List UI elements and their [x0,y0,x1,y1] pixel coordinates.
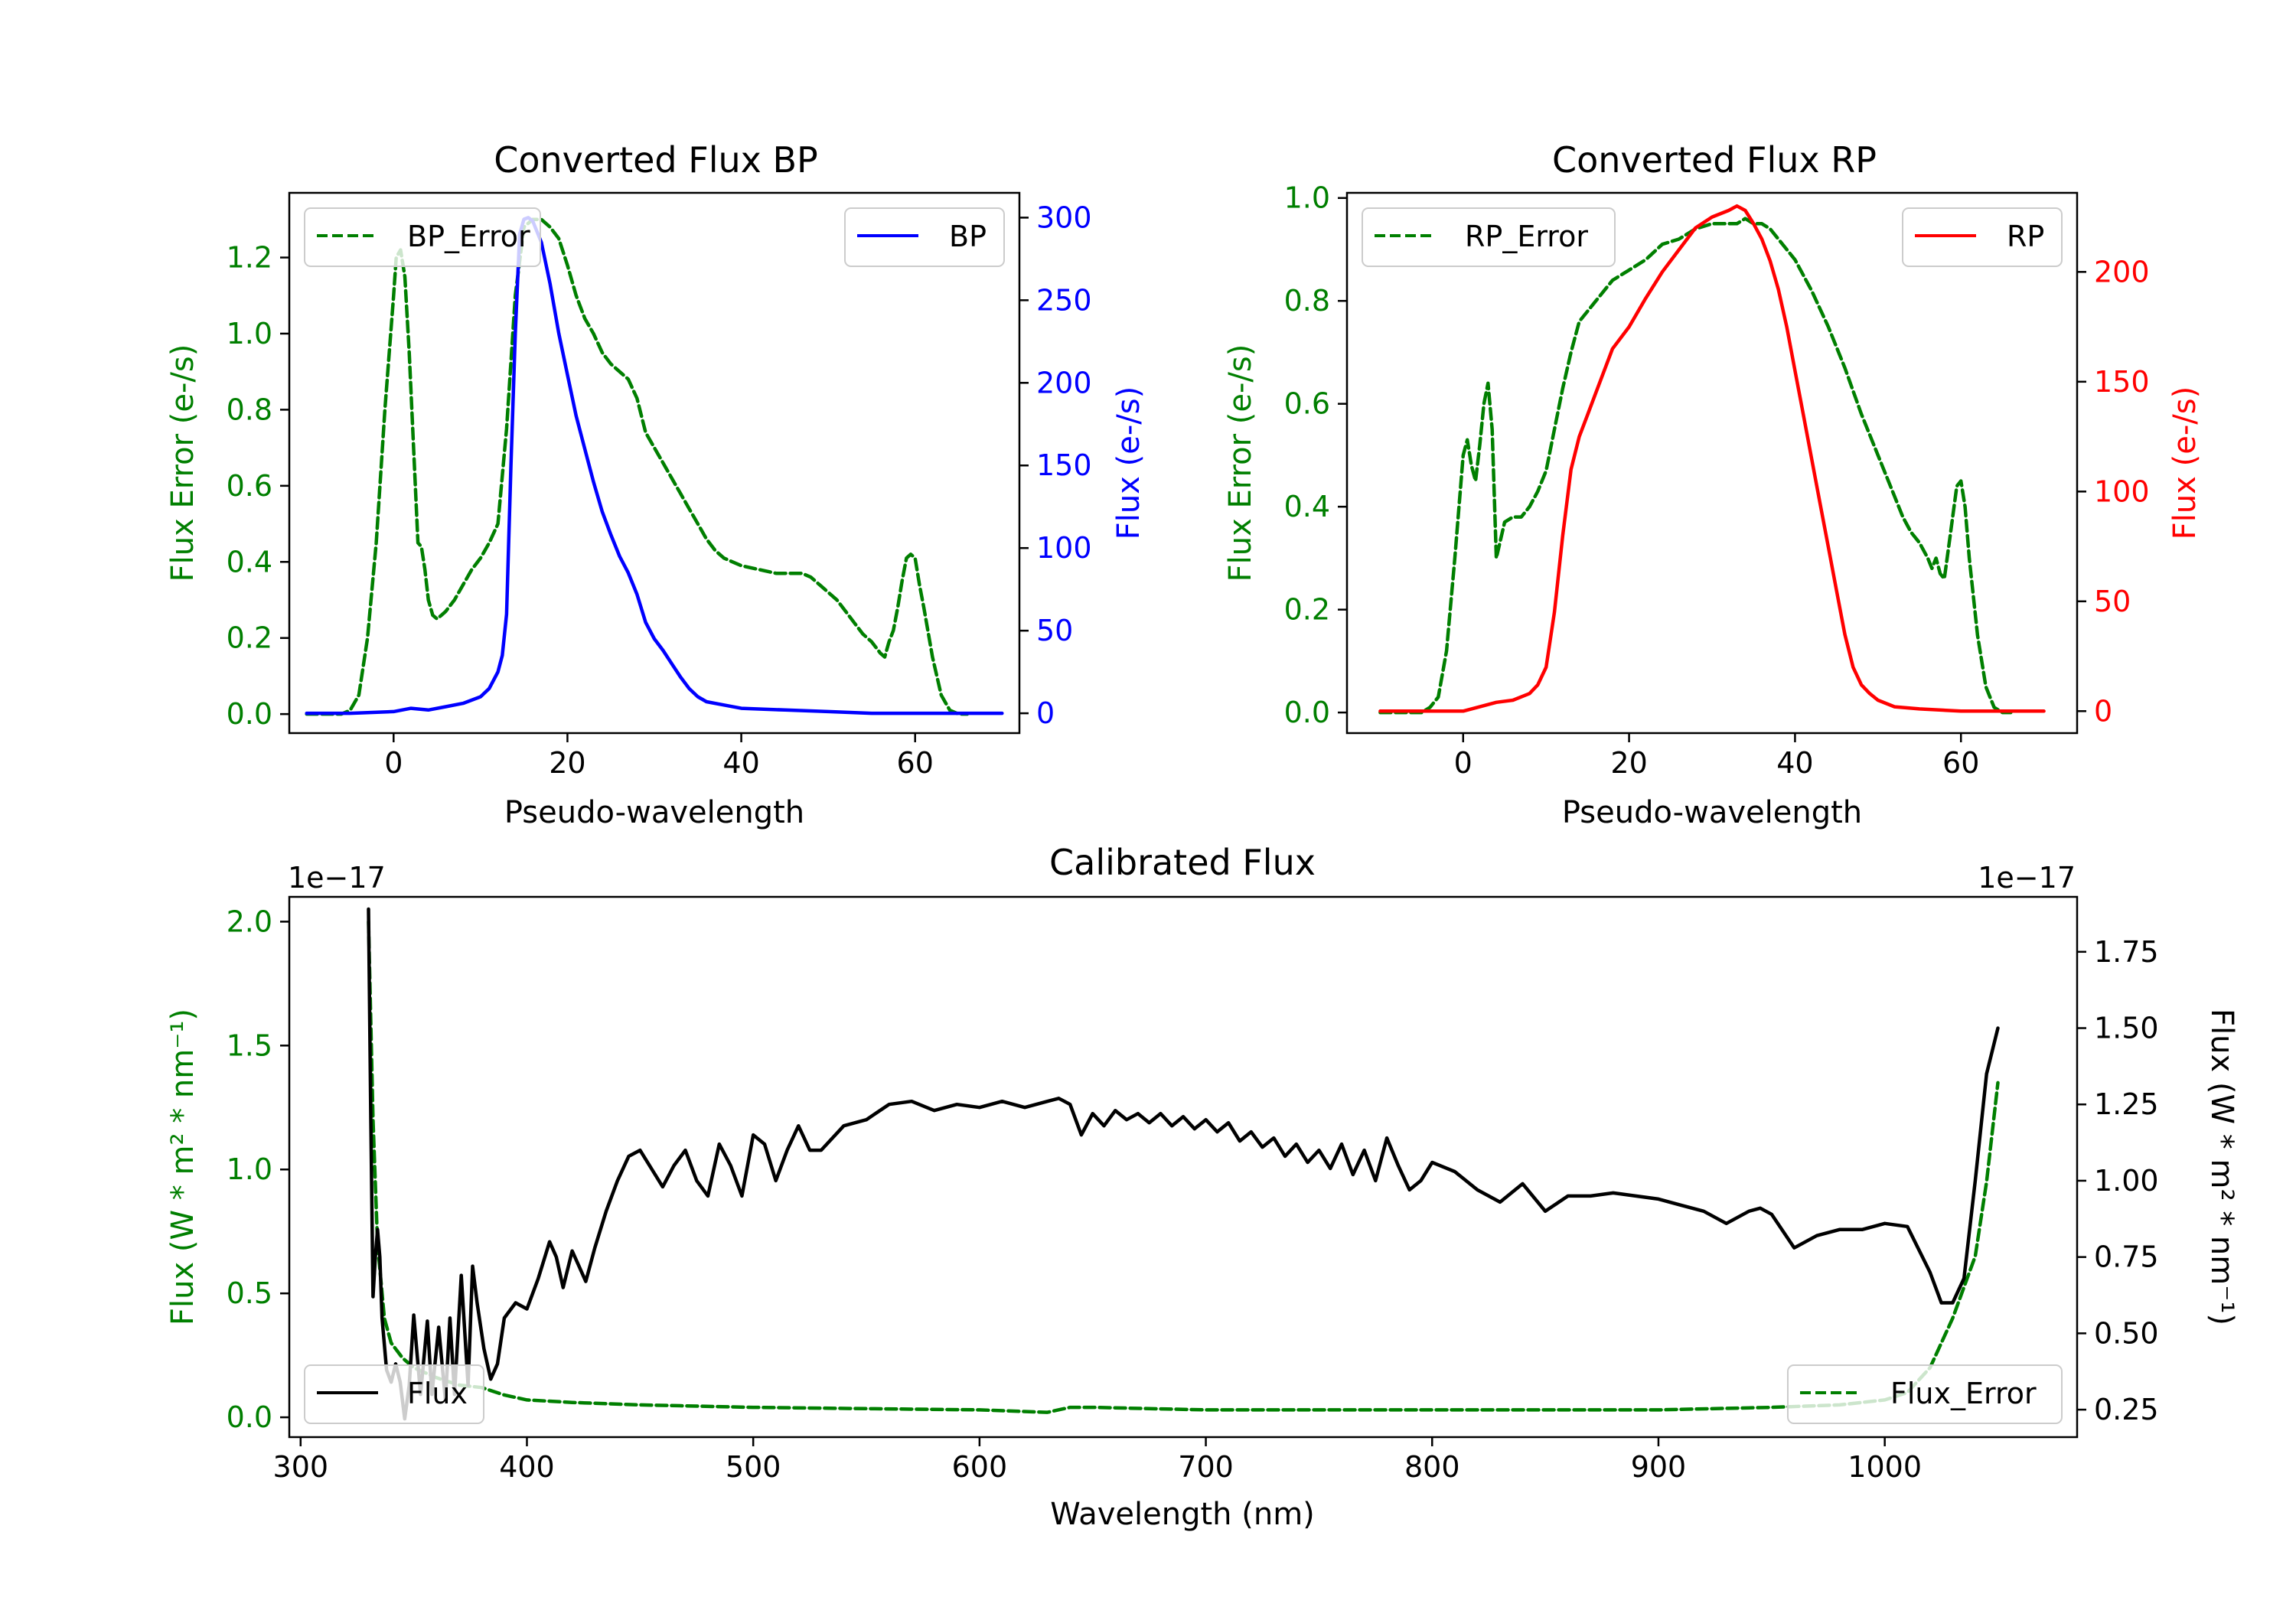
x-tick-label: 400 [499,1450,555,1484]
y-tick-label-left: 1.0 [1284,181,1330,215]
x-tick-label: 0 [384,746,403,780]
plot-frame [1345,191,2079,735]
x-tick-label: 0 [1454,746,1473,780]
chart-title: Calibrated Flux [1049,842,1316,883]
y-axis-label-right: Flux (e-/s) [2167,386,2203,539]
x-axis-label: Pseudo-wavelength [504,795,804,830]
legend-label: BP [949,220,987,253]
x-tick-label: 60 [897,746,934,780]
y-tick-label-left: 1.0 [227,1152,272,1186]
y-tick-label-left: 0.0 [227,1400,272,1434]
y-tick-label-left: 0.6 [1284,387,1330,421]
legend-label: Flux_Error [1890,1377,2037,1410]
y-tick-label-right: 50 [2094,585,2131,618]
y-tick-label-right: 0.50 [2094,1316,2159,1350]
x-tick-label: 300 [273,1450,329,1484]
y-tick-label-left: 0.0 [1284,696,1330,729]
series-line-flux-error [367,920,2000,1414]
y-axis-label-left: Flux Error (e-/s) [1223,344,1258,582]
y-tick-label-right: 300 [1036,200,1092,234]
y-tick-label-right: 50 [1036,614,1073,647]
y-tick-label-right: 150 [1036,448,1092,482]
y-tick-label-right: 200 [2094,255,2150,288]
x-tick-label: 800 [1404,1450,1460,1484]
x-tick-label: 600 [952,1450,1008,1484]
y-tick-label-right: 0.75 [2094,1240,2159,1274]
x-tick-label: 500 [726,1450,781,1484]
panel-converted-flux-bp: Converted Flux BP 0 20 40 60 0.0 0.2 0.4 0.6 0.8… [165,139,1146,830]
y-tick-label-left: 1.5 [227,1028,272,1062]
y-tick-label-right: 250 [1036,283,1092,317]
offset-label-left: 1e−17 [288,861,386,895]
legend-label: Flux [407,1377,468,1410]
x-axis-label: Pseudo-wavelength [1562,795,1862,830]
x-tick-label: 1000 [1848,1450,1922,1484]
legend-label: RP [2007,220,2044,253]
x-axis-label: Wavelength (nm) [1050,1497,1315,1532]
y-tick-label-left: 0.2 [1284,593,1330,627]
y-tick-label-left: 0.2 [227,621,272,655]
y-tick-label-left: 2.0 [227,905,272,938]
legend-box-left: Flux [304,1364,484,1424]
y-tick-label-right: 150 [2094,365,2150,399]
legend-box-right: BP [844,207,1005,267]
y-tick-label-left: 1.0 [227,317,272,350]
legend-box-left: BP_Error [304,207,541,267]
legend-box-right: Flux_Error [1787,1364,2063,1424]
x-tick-label: 60 [1942,746,1979,780]
y-tick-label-right: 100 [2094,474,2150,508]
series-line-rp [1378,204,2046,713]
plot-frame [288,191,1021,735]
y-tick-label-left: 0.8 [1284,284,1330,318]
y-tick-label-right: 1.75 [2094,935,2159,969]
y-tick-label-left: 0.0 [227,697,272,731]
y-axis-label-right: Flux (e-/s) [1111,386,1146,539]
y-tick-label-left: 0.6 [227,469,272,503]
chart-title: Converted Flux BP [494,139,818,181]
plot-frame [288,895,2079,1439]
y-tick-label-left: 0.8 [227,393,272,426]
x-tick-label: 40 [1776,746,1813,780]
y-tick-label-left: 0.4 [1284,490,1330,523]
y-axis-label-left: Flux Error (e-/s) [165,344,201,582]
y-tick-label-right: 1.00 [2094,1164,2159,1198]
y-tick-label-right: 1.50 [2094,1012,2159,1045]
y-tick-label-right: 0.25 [2094,1393,2159,1426]
x-tick-label: 40 [722,746,759,780]
series-line-bp [305,216,1004,715]
x-tick-label: 20 [549,746,585,780]
offset-label-right: 1e−17 [1978,861,2076,895]
panel-calibrated-flux: Calibrated Flux 1e−17 1e−17 300 400 500 600… [165,842,2239,1532]
y-tick-label-right: 0 [2094,694,2112,728]
series-line-rp-error [1378,217,2013,715]
series-line-flux [367,907,2000,1421]
x-tick-label: 20 [1610,746,1647,780]
y-axis-label-left: Flux (W * m² * nm⁻¹) [165,1009,201,1325]
y-tick-label-right: 0 [1036,696,1055,730]
y-tick-label-right: 100 [1036,531,1092,565]
series-line-bp-error [305,217,970,716]
legend-box-left: RP_Error [1362,207,1616,267]
legend-label: RP_Error [1465,220,1588,253]
y-tick-label-left: 0.5 [227,1276,272,1310]
x-tick-label: 900 [1631,1450,1687,1484]
y-tick-label-left: 1.2 [227,241,272,275]
chart-title: Converted Flux RP [1552,139,1877,181]
x-tick-label: 700 [1178,1450,1234,1484]
legend-box-right: RP [1902,207,2063,267]
y-tick-label-left: 0.4 [227,545,272,579]
panel-converted-flux-rp: Converted Flux RP 0 20 40 60 0.0 0.2 0.4 0.6 0.8… [1223,139,2203,830]
legend-label: BP_Error [407,220,530,253]
y-tick-label-right: 200 [1036,366,1092,399]
y-axis-label-right: Flux (W * m² * nm⁻¹) [2204,1009,2239,1325]
y-tick-label-right: 1.25 [2094,1087,2159,1121]
